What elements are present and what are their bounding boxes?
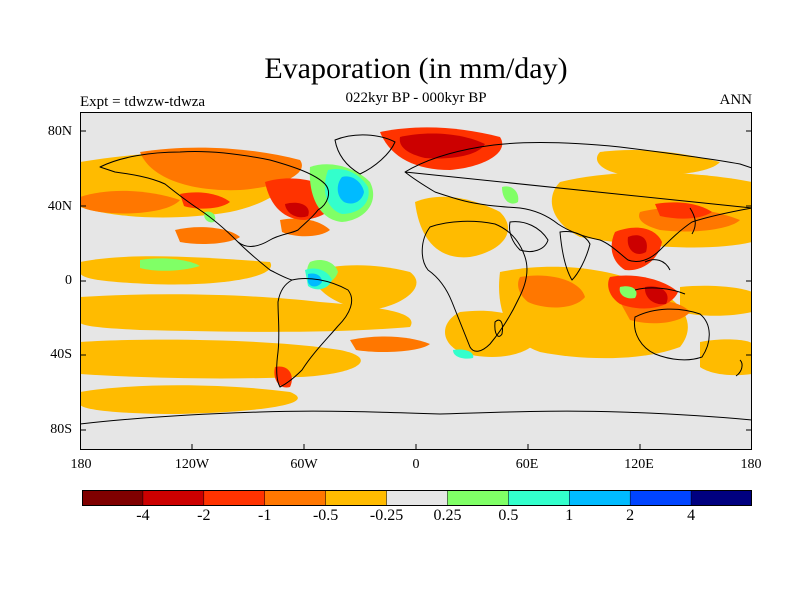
colorbar-label: -4 [136,507,150,524]
season-label: ANN [719,92,753,108]
colorbar-label: -0.5 [312,507,339,524]
lon-tick-label: 60E [515,457,539,472]
colorbar-swatch [447,490,510,506]
colorbar-swatch [325,490,388,506]
lon-tick-label: 120E [624,457,654,472]
lat-tick-label: 80N [47,124,72,139]
contour-layer-orange [80,150,752,414]
colorbar-label: 0.5 [498,507,519,524]
colorbar [82,490,752,506]
colorbar-swatch [690,490,752,506]
lat-tick-label: 0 [65,273,72,288]
colorbar-swatch [386,490,449,506]
axis-ticks [80,130,752,450]
contour-layer-dark-red [285,133,668,305]
lon-tick-label: 0 [412,457,420,472]
colorbar-swatch [508,490,571,506]
colorbar-swatch [264,490,327,506]
lon-tick-label: 120W [174,457,210,472]
evaporation-map [80,112,752,450]
coastlines [80,134,752,425]
colorbar-label: -2 [197,507,211,524]
colorbar-label: -0.25 [369,507,404,524]
lon-tick-label: 180 [740,457,762,472]
colorbar-swatch [142,490,205,506]
colorbar-label: 2 [626,507,635,524]
colorbar-swatch [629,490,692,506]
lat-tick-label: 40S [50,347,72,362]
chart-subtitle: 022kyr BP - 000kyr BP [345,90,487,106]
lat-tick-label: 80S [50,422,72,437]
colorbar-swatch [203,490,266,506]
lon-tick-label: 180 [70,457,92,472]
colorbar-label: 0.25 [433,507,462,524]
lat-tick-label: 40N [47,199,72,214]
experiment-label: Expt = tdwzw-tdwza [80,94,206,110]
colorbar-swatch [82,490,144,506]
lon-tick-label: 60W [290,457,318,472]
colorbar-label: 4 [687,507,696,524]
colorbar-swatch [569,490,631,506]
chart-title: Evaporation (in mm/day) [264,52,568,85]
colorbar-label: 1 [565,507,574,524]
colorbar-label: -1 [258,507,272,524]
